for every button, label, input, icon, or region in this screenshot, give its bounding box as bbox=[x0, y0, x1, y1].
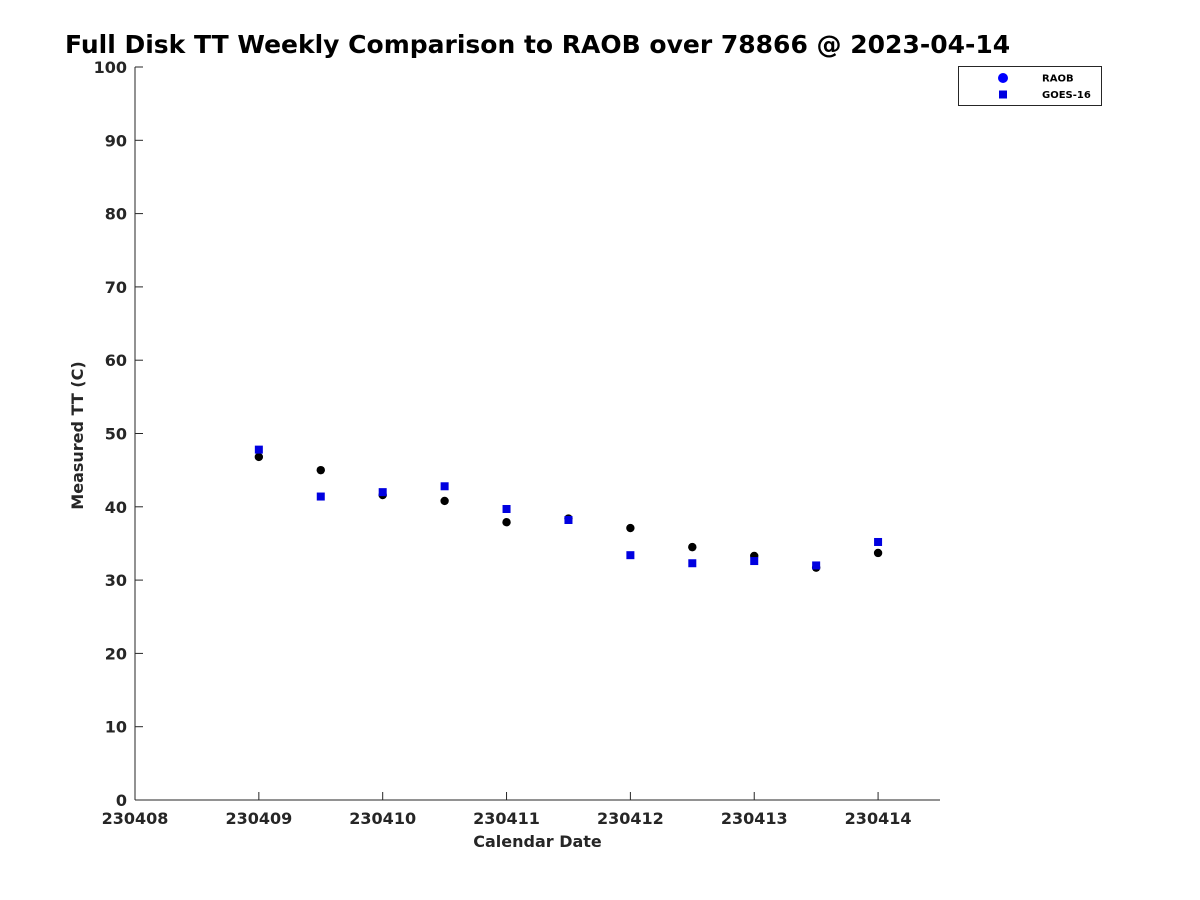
tick-labels: 0 10 20 30 40 50 60 70 80 90 100 230408 230409 230410… bbox=[94, 58, 912, 828]
x-tick-label: 230412 bbox=[597, 809, 664, 828]
data-points bbox=[254, 445, 883, 572]
goes-16-point bbox=[812, 561, 821, 570]
axes bbox=[134, 67, 940, 801]
x-tick-label: 230413 bbox=[721, 809, 788, 828]
goes-16-point bbox=[750, 557, 759, 566]
goes-16-point bbox=[688, 559, 697, 568]
tick-marks bbox=[134, 66, 879, 801]
raob-point bbox=[873, 548, 883, 558]
raob-point bbox=[688, 542, 697, 552]
goes-16-point bbox=[254, 445, 263, 454]
y-tick-label: 40 bbox=[105, 498, 127, 517]
goes-16-point bbox=[316, 492, 325, 501]
y-tick-label: 0 bbox=[116, 791, 127, 810]
raob-point bbox=[254, 452, 264, 462]
x-tick-label: 230409 bbox=[225, 809, 292, 828]
goes-16-point bbox=[378, 488, 387, 497]
goes-16-point bbox=[502, 504, 511, 513]
y-tick-label: 20 bbox=[105, 644, 127, 663]
x-tick-label: 230408 bbox=[102, 809, 169, 828]
goes-16-point bbox=[440, 482, 449, 491]
y-tick-label: 60 bbox=[105, 351, 127, 370]
legend-marker-raob bbox=[998, 73, 1008, 83]
x-tick-label: 230411 bbox=[473, 809, 540, 828]
goes-16-point bbox=[874, 537, 883, 546]
legend-box bbox=[958, 66, 1102, 106]
x-axis-label: Calendar Date bbox=[473, 832, 602, 851]
y-axis-label: Measured TT (C) bbox=[68, 361, 87, 509]
y-tick-label: 10 bbox=[105, 718, 127, 737]
x-tick-label: 230414 bbox=[845, 809, 912, 828]
legend-marker-goes-16 bbox=[999, 90, 1007, 99]
goes-16-point bbox=[626, 551, 635, 560]
chart-title: Full Disk TT Weekly Comparison to RAOB o… bbox=[65, 30, 1011, 59]
goes-16-point bbox=[564, 515, 573, 524]
legend: RAOB GOES-16 bbox=[958, 66, 1102, 106]
y-tick-label: 50 bbox=[105, 425, 127, 444]
x-tick-label: 230410 bbox=[349, 809, 416, 828]
raob-point bbox=[440, 496, 449, 506]
legend-label-goes-16: GOES-16 bbox=[1042, 90, 1091, 101]
legend-label-raob: RAOB bbox=[1042, 74, 1074, 85]
raob-point bbox=[316, 465, 325, 475]
raob-point bbox=[502, 517, 511, 527]
y-tick-label: 90 bbox=[105, 131, 127, 150]
y-tick-label: 80 bbox=[105, 205, 127, 224]
y-tick-label: 70 bbox=[105, 278, 127, 297]
y-tick-label: 30 bbox=[105, 571, 127, 590]
y-tick-label: 100 bbox=[94, 58, 127, 77]
raob-point bbox=[626, 523, 635, 533]
